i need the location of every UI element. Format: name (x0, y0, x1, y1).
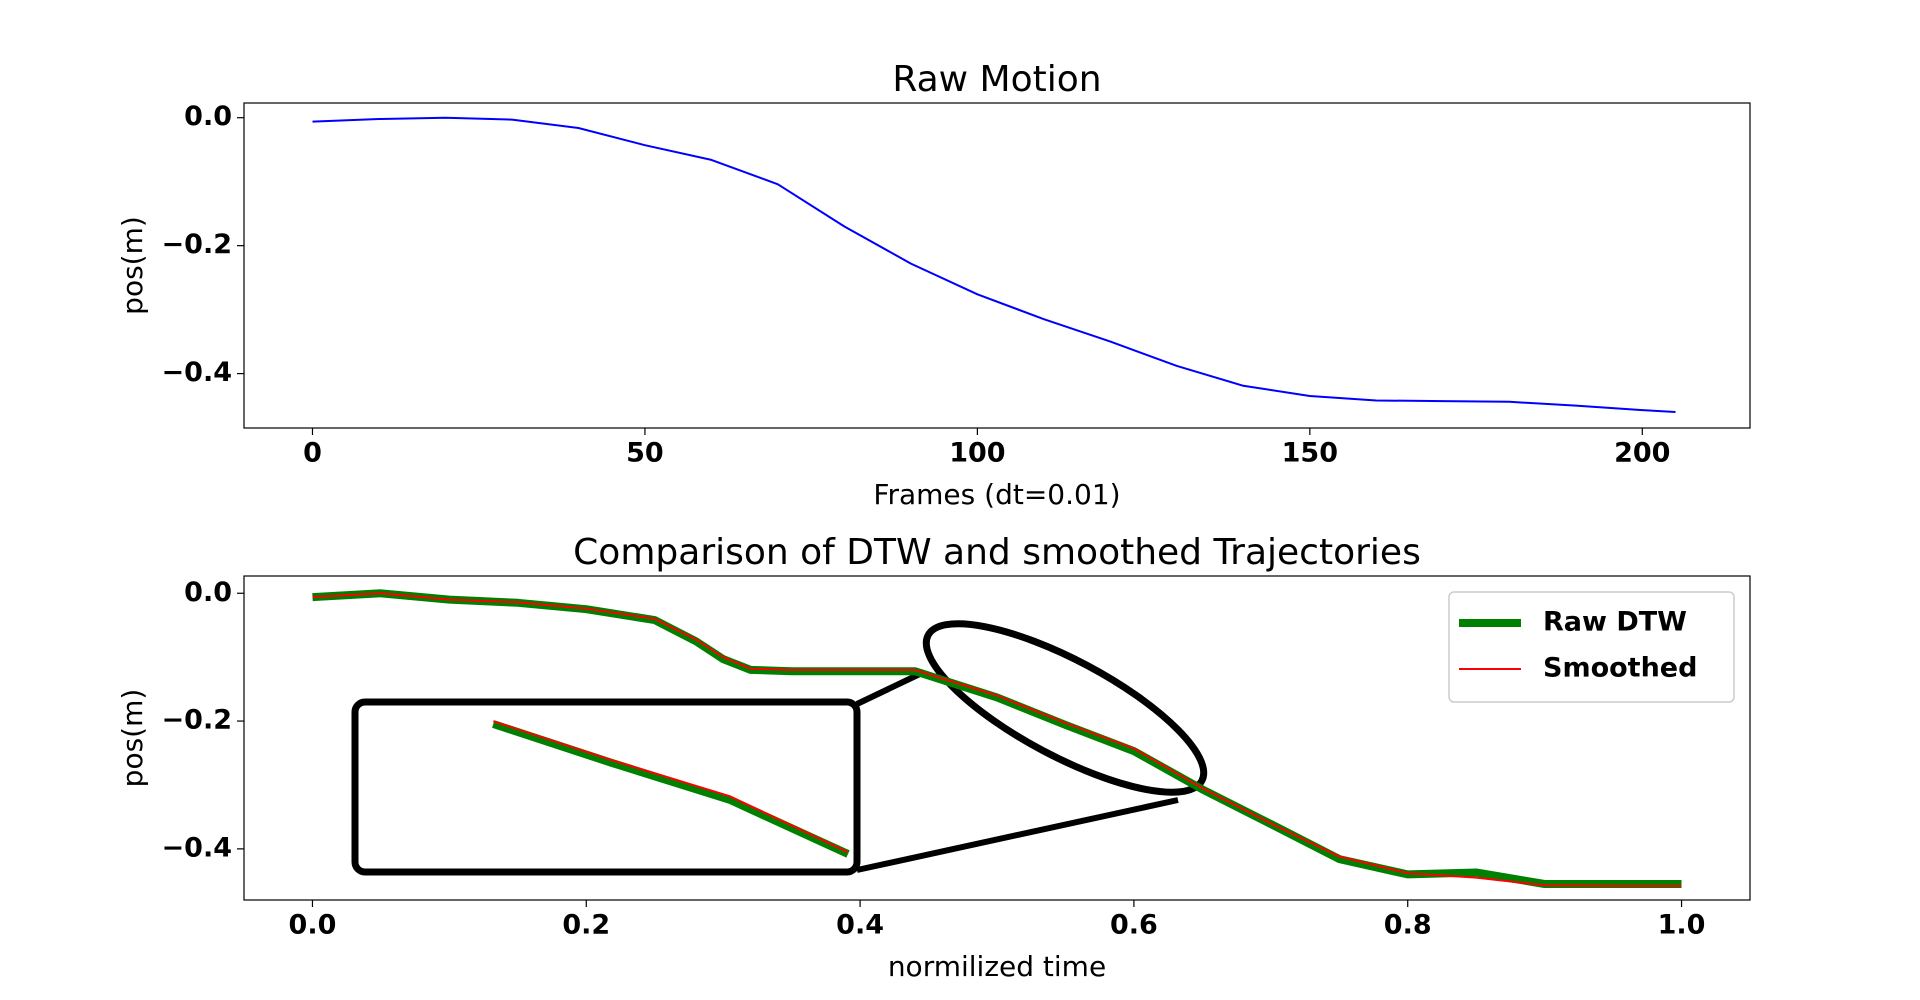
x-tick-label: 200 (1614, 438, 1670, 469)
y-tick-label: −0.2 (162, 229, 232, 260)
axes-frame (243, 575, 1751, 901)
plot-area (312, 116, 1676, 413)
x-tick-label: 50 (626, 438, 664, 469)
y-axis-label: pos(m) (116, 689, 149, 788)
axes-frame (243, 102, 1751, 429)
x-tick-label: 0 (303, 438, 322, 469)
y-tick-label: 0.0 (184, 577, 232, 608)
legend-label: Smoothed (1543, 653, 1697, 684)
y-tick-label: −0.4 (162, 832, 232, 863)
series-line (312, 116, 1676, 413)
zoom-connector (856, 797, 1179, 873)
x-tick-label: 0.4 (836, 910, 884, 941)
x-tick-label: 0.8 (1384, 910, 1432, 941)
y-axis-label: pos(m) (116, 216, 149, 315)
x-tick-label: 150 (1282, 438, 1338, 469)
zoom-connector (855, 669, 926, 707)
x-tick-label: 0.0 (289, 910, 337, 941)
chart-title: Comparison of DTW and smoothed Trajector… (573, 532, 1421, 573)
plot-area (312, 589, 1682, 888)
inset-box (351, 698, 861, 876)
x-tick-label: 0.6 (1110, 910, 1158, 941)
zoom-ellipse (922, 620, 1208, 796)
y-tick-label: −0.4 (162, 357, 232, 388)
x-tick-label: 100 (949, 438, 1005, 469)
series-line (312, 592, 1682, 887)
y-tick-label: −0.2 (162, 705, 232, 736)
series-line (492, 720, 849, 854)
x-tick-label: 1.0 (1658, 910, 1706, 941)
x-tick-label: 0.2 (562, 910, 610, 941)
chart-title: Raw Motion (892, 59, 1101, 100)
x-axis-label: Frames (dt=0.01) (873, 478, 1120, 511)
series-line (492, 720, 850, 858)
legend-label: Raw DTW (1543, 607, 1687, 638)
x-axis-label: normilized time (888, 950, 1106, 983)
y-tick-label: 0.0 (184, 101, 232, 132)
